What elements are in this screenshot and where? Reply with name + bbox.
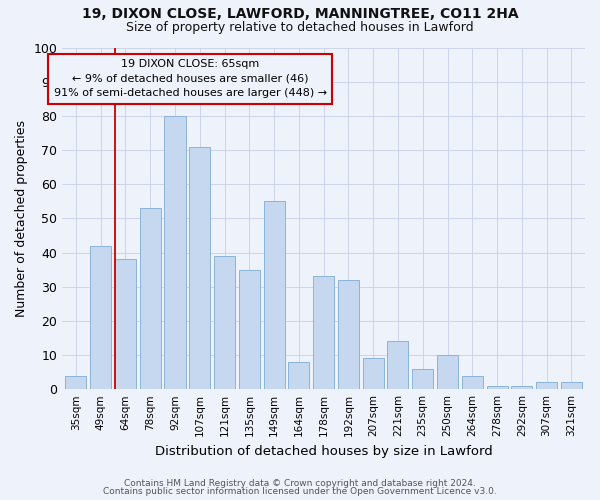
Bar	[338, 280, 359, 389]
Bar	[412, 368, 433, 389]
Bar	[388, 342, 409, 389]
Bar	[487, 386, 508, 389]
Text: 19, DIXON CLOSE, LAWFORD, MANNINGTREE, CO11 2HA: 19, DIXON CLOSE, LAWFORD, MANNINGTREE, C…	[82, 8, 518, 22]
Bar	[65, 376, 86, 389]
Bar	[289, 362, 310, 389]
Bar	[115, 260, 136, 389]
Bar	[263, 202, 284, 389]
Bar	[362, 358, 384, 389]
Bar	[214, 256, 235, 389]
Bar	[164, 116, 185, 389]
Bar	[313, 276, 334, 389]
Text: Size of property relative to detached houses in Lawford: Size of property relative to detached ho…	[126, 21, 474, 34]
Bar	[511, 386, 532, 389]
Y-axis label: Number of detached properties: Number of detached properties	[15, 120, 28, 317]
Bar	[140, 208, 161, 389]
Bar	[462, 376, 483, 389]
Bar	[437, 355, 458, 389]
Text: Contains HM Land Registry data © Crown copyright and database right 2024.: Contains HM Land Registry data © Crown c…	[124, 478, 476, 488]
Bar	[239, 270, 260, 389]
Bar	[536, 382, 557, 389]
Bar	[189, 146, 211, 389]
X-axis label: Distribution of detached houses by size in Lawford: Distribution of detached houses by size …	[155, 444, 493, 458]
Text: 19 DIXON CLOSE: 65sqm
← 9% of detached houses are smaller (46)
91% of semi-detac: 19 DIXON CLOSE: 65sqm ← 9% of detached h…	[54, 60, 327, 98]
Bar	[90, 246, 111, 389]
Text: Contains public sector information licensed under the Open Government Licence v3: Contains public sector information licen…	[103, 487, 497, 496]
Bar	[561, 382, 582, 389]
